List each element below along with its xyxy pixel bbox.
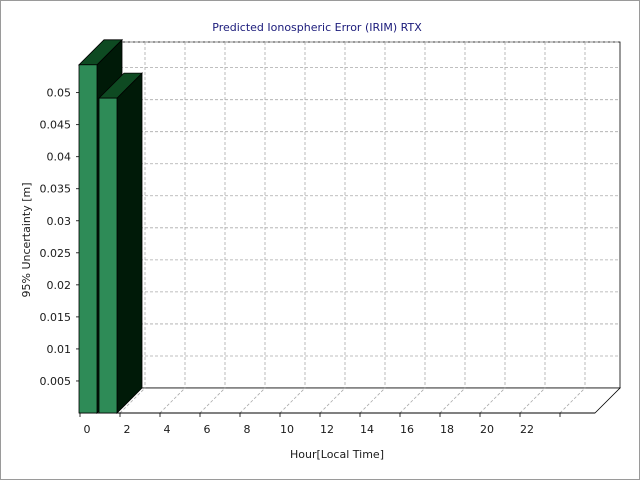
bar <box>78 64 98 414</box>
chart-title: Predicted Ionospheric Error (IRIM) RTX <box>212 21 422 34</box>
back-wall <box>104 41 621 389</box>
y-tick-label: 0.05 <box>47 87 72 100</box>
bar <box>98 97 118 414</box>
grid-line-floor <box>279 387 306 414</box>
grid-line-floor <box>359 387 386 414</box>
x-tick-label: 0 <box>84 423 91 436</box>
grid-line-floor <box>399 387 426 414</box>
y-tick-label: 0.02 <box>47 279 72 292</box>
x-tick-label: 22 <box>520 423 534 436</box>
x-tick-label: 6 <box>204 423 211 436</box>
y-tick-label: 0.005 <box>40 375 72 388</box>
x-tick-label: 12 <box>320 423 334 436</box>
x-tick-label: 4 <box>164 423 171 436</box>
y-tick-label: 0.035 <box>40 183 72 196</box>
x-tick-label: 18 <box>440 423 454 436</box>
y-tick-label: 0.025 <box>40 247 72 260</box>
grid-line-floor <box>479 387 506 414</box>
grid-line-floor <box>239 387 266 414</box>
x-tick-label: 20 <box>480 423 494 436</box>
bars <box>78 38 143 414</box>
grid-line-floor <box>559 387 586 414</box>
y-tick-label: 0.03 <box>47 215 72 228</box>
grid-line-floor <box>119 387 146 414</box>
y-tick-label: 0.045 <box>40 119 72 132</box>
y-tick-labels: 0.005 0.01 0.015 0.02 0.025 0.03 0.035 0.04 0.04… <box>40 87 72 388</box>
x-tick-label: 8 <box>244 423 251 436</box>
x-tick-label: 2 <box>124 423 131 436</box>
y-tick-label: 0.04 <box>47 151 72 164</box>
grid-line-floor <box>319 387 346 414</box>
x-tick-label: 10 <box>280 423 294 436</box>
grid-line-floor <box>519 387 546 414</box>
y-tick-label: 0.01 <box>47 343 72 356</box>
grid-line-floor <box>159 387 186 414</box>
x-tick-label: 14 <box>360 423 374 436</box>
grid-line-floor <box>439 387 466 414</box>
y-tick-label: 0.015 <box>40 311 72 324</box>
x-axis-label: Hour[Local Time] <box>290 448 384 461</box>
x-tick-label: 16 <box>400 423 414 436</box>
grid-line-floor <box>199 387 226 414</box>
y-axis-label: 95% Uncertainty [m] <box>20 182 33 297</box>
bar-side <box>116 72 143 414</box>
x-tick-labels: 0 2 4 6 8 10 12 14 16 18 20 22 <box>84 423 535 436</box>
floor <box>79 387 621 414</box>
